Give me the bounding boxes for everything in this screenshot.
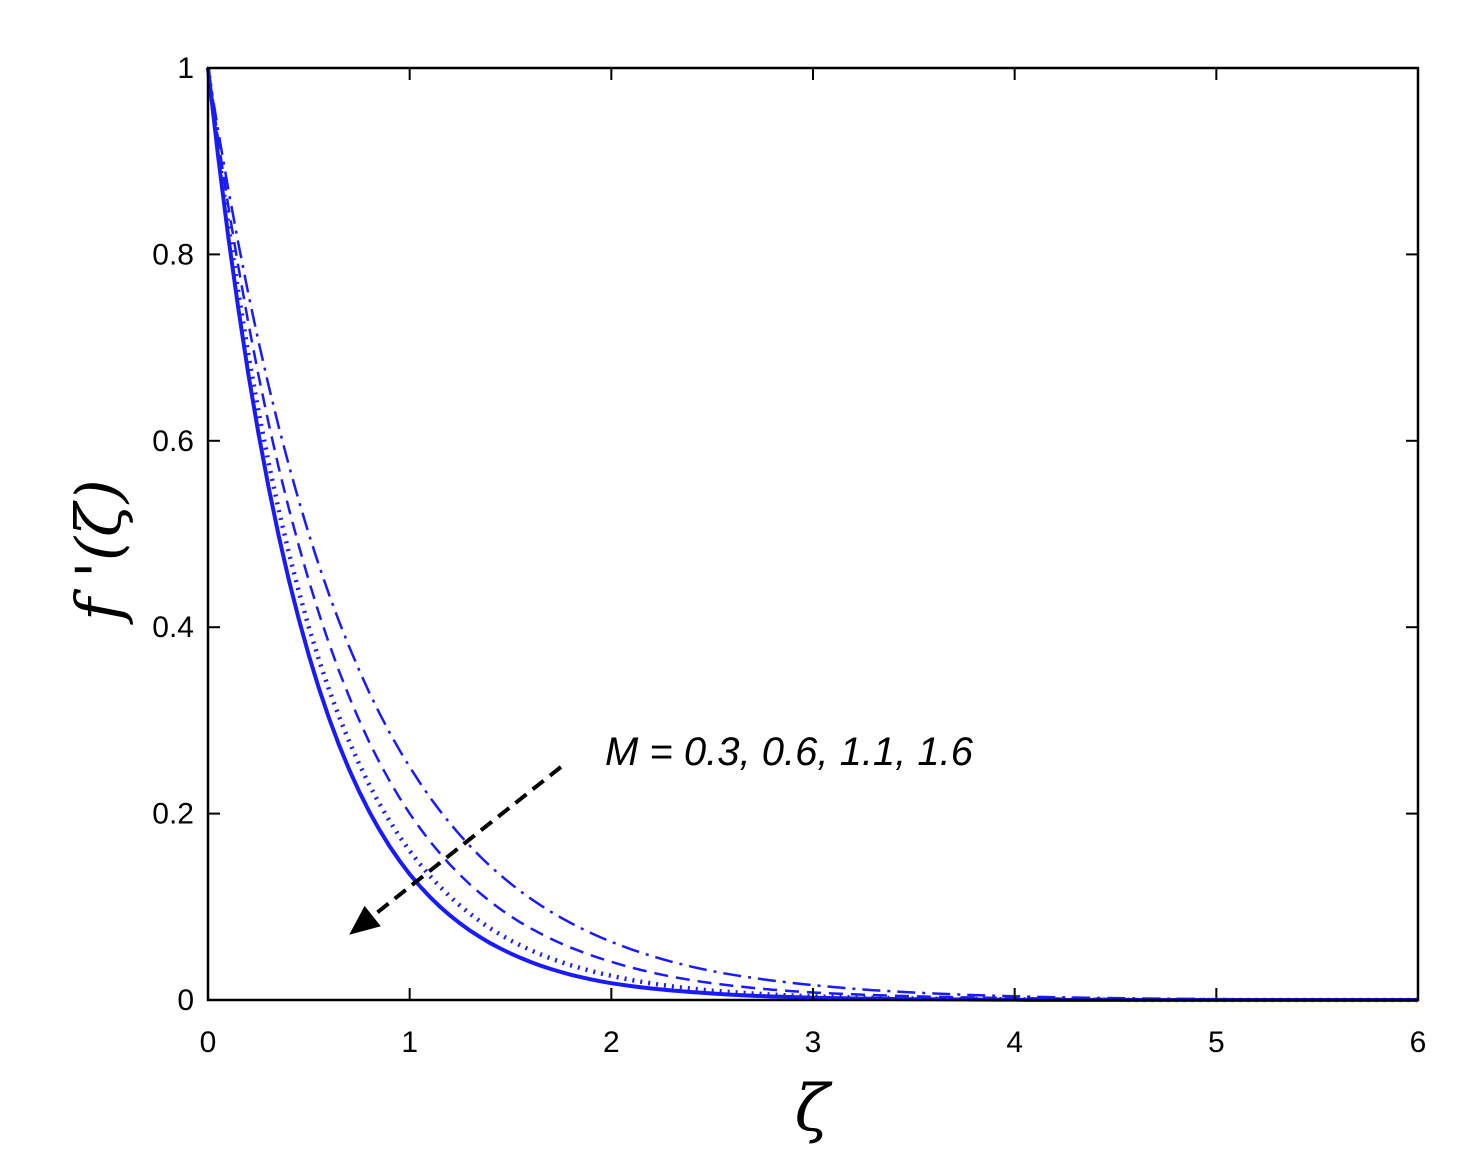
x-tick-label: 2 [603, 1026, 620, 1059]
x-tick-label: 5 [1208, 1026, 1225, 1059]
series-line-3 [205, 67, 1418, 1003]
annotation-arrow-head [349, 905, 381, 935]
series-line-2 [206, 67, 1418, 1002]
tick-layer: 0 1 2 3 4 5 6 0 0.2 0.4 0.6 0.8 1 [152, 52, 1426, 1059]
x-tick-label: 4 [1006, 1026, 1023, 1059]
y-tick-label: 0.8 [152, 238, 194, 271]
y-axis-label: f '(ζ) [62, 479, 135, 625]
x-axis-label: ζ [795, 1072, 833, 1146]
series-layer [205, 67, 1418, 1003]
x-tick-label: 6 [1410, 1026, 1427, 1059]
x-tick-label: 0 [200, 1026, 217, 1059]
y-tick-label: 0.4 [152, 611, 194, 644]
y-tick-label: 0.6 [152, 425, 194, 458]
series-line-1 [206, 67, 1418, 1002]
y-tick-label: 0.2 [152, 798, 194, 831]
x-tick-label: 3 [805, 1026, 822, 1059]
series-line-4 [206, 67, 1418, 1002]
annotation-layer [349, 765, 563, 935]
annotation-arrow-shaft [371, 765, 563, 918]
annotation-text: M = 0.3, 0.6, 1.1, 1.6 [605, 730, 974, 774]
x-tick-label: 1 [401, 1026, 418, 1059]
y-tick-label: 1 [177, 52, 194, 85]
plot-frame [206, 66, 1420, 1002]
y-tick-label: 0 [177, 984, 194, 1017]
axes-frame [206, 66, 1420, 1002]
